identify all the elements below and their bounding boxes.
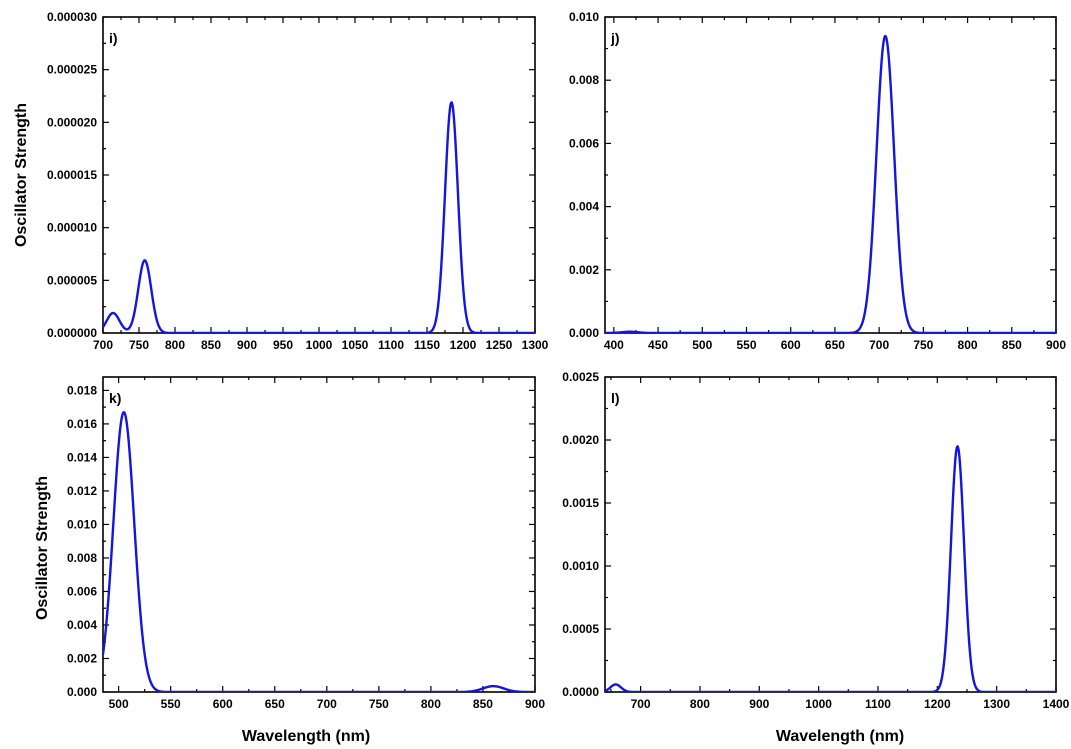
y-tick-label: 0.004 (569, 200, 599, 214)
y-axis-title-bottom: Oscillator Strength (34, 476, 51, 620)
plot-frame (102, 16, 536, 334)
series-line-0 (605, 445, 1056, 692)
x-tick-label: 700 (631, 697, 651, 711)
y-tick-label: 0.000025 (47, 63, 97, 77)
x-tick-label: 600 (781, 338, 801, 352)
x-tick-label: 1100 (378, 338, 404, 352)
x-tick-label: 1150 (414, 338, 440, 352)
y-tick-label: 0.000015 (47, 168, 97, 182)
panel-label: k) (109, 390, 121, 406)
series-line-0 (605, 34, 1056, 333)
y-tick-label: 0.0010 (562, 559, 599, 573)
x-tick-label: 550 (736, 338, 756, 352)
y-tick-label: 0.000030 (47, 10, 97, 24)
x-tick-label: 1050 (342, 338, 369, 352)
x-tick-label: 550 (161, 697, 181, 711)
y-tick-label: 0.0020 (562, 433, 599, 447)
y-tick-label: 0.0000 (562, 685, 599, 699)
y-tick-label: 0.000010 (47, 221, 97, 235)
panel-l: 700 800 900 1000 1100 1200 1300 1400 0.0000 0.000… (562, 370, 1069, 711)
plot-frame (102, 376, 536, 693)
y-tick-label: 0.008 (569, 73, 599, 87)
panel-k: 500 550 600 650 700 750 800 850 900 0.000 0.002 0.0… (67, 376, 545, 711)
x-tick-label: 850 (473, 697, 493, 711)
x-tick-label: 1100 (865, 697, 891, 711)
y-tick-label: 0.014 (67, 450, 97, 464)
x-axis-title-left: Wavelength (nm) (242, 728, 370, 745)
series-line-0 (103, 411, 535, 692)
plot-frame (604, 376, 1057, 693)
y-tick-label: 0.000000 (47, 326, 97, 340)
panel-label: j) (610, 30, 620, 46)
x-tick-label: 800 (690, 697, 710, 711)
x-tick-label: 1250 (486, 338, 513, 352)
y-tick-label: 0.0025 (562, 370, 599, 384)
y-tick-label: 0.000 (67, 685, 97, 699)
x-tick-label: 750 (369, 697, 389, 711)
y-tick-label: 0.002 (67, 651, 97, 665)
x-tick-label: 500 (692, 338, 712, 352)
y-tick-label: 0.006 (67, 584, 97, 598)
y-tick-label: 0.004 (67, 618, 97, 632)
x-tick-label: 800 (421, 697, 441, 711)
panel-i: 700 750 800 850 900 950 1000 1050 1100 1150 1200 12… (47, 10, 549, 352)
x-tick-label: 1300 (522, 338, 549, 352)
y-tick-label: 0.010 (569, 10, 599, 24)
x-tick-label: 800 (958, 338, 978, 352)
x-tick-label: 1300 (983, 697, 1010, 711)
panel-j: 400 450 500 550 600 650 700 750 800 850 900 0.000 0.… (569, 10, 1066, 352)
y-tick-label: 0.0015 (562, 496, 599, 510)
panel-label: i) (109, 30, 118, 46)
x-tick-label: 900 (237, 338, 257, 352)
y-tick-label: 0.000005 (47, 273, 97, 287)
y-tick-label: 0.006 (569, 136, 599, 150)
y-tick-label: 0.018 (67, 383, 97, 397)
x-tick-label: 700 (869, 338, 889, 352)
x-tick-label: 850 (1002, 338, 1022, 352)
x-tick-label: 750 (913, 338, 933, 352)
x-tick-label: 450 (648, 338, 668, 352)
x-tick-label: 950 (273, 338, 293, 352)
x-tick-label: 900 (525, 697, 545, 711)
x-tick-label: 1200 (924, 697, 951, 711)
y-tick-label: 0.002 (569, 263, 599, 277)
y-axis-title-top: Oscillator Strength (13, 103, 30, 247)
y-tick-label: 0.0005 (562, 622, 599, 636)
y-tick-label: 0.000020 (47, 115, 97, 129)
x-tick-label: 900 (1046, 338, 1066, 352)
x-tick-label: 650 (265, 697, 285, 711)
plot-frame (604, 16, 1057, 334)
x-axis-title-right: Wavelength (nm) (776, 728, 904, 745)
x-tick-label: 1400 (1043, 697, 1070, 711)
x-tick-label: 850 (201, 338, 221, 352)
x-tick-label: 700 (93, 338, 113, 352)
x-tick-label: 1000 (306, 338, 333, 352)
x-tick-label: 1000 (805, 697, 832, 711)
x-tick-label: 900 (749, 697, 769, 711)
y-tick-label: 0.016 (67, 417, 97, 431)
panel-label: l) (611, 390, 620, 406)
x-tick-label: 500 (109, 697, 129, 711)
y-tick-label: 0.000 (569, 326, 599, 340)
y-tick-label: 0.010 (67, 517, 97, 531)
x-tick-label: 1200 (450, 338, 477, 352)
x-tick-label: 650 (825, 338, 845, 352)
x-tick-label: 400 (604, 338, 624, 352)
x-tick-label: 750 (129, 338, 149, 352)
x-tick-label: 700 (317, 697, 337, 711)
y-tick-label: 0.012 (67, 484, 97, 498)
y-tick-label: 0.008 (67, 551, 97, 565)
x-tick-label: 600 (213, 697, 233, 711)
x-tick-label: 800 (165, 338, 185, 352)
series-line-0 (103, 101, 535, 333)
